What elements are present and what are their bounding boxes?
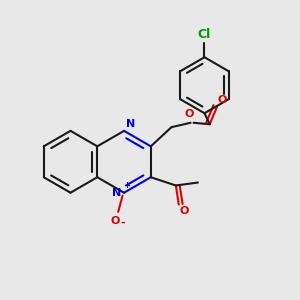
Text: -: - <box>121 218 125 228</box>
Text: N: N <box>112 188 122 198</box>
Text: +: + <box>124 181 130 190</box>
Text: N: N <box>125 119 135 129</box>
Text: O: O <box>110 216 120 226</box>
Text: O: O <box>180 206 189 216</box>
Text: O: O <box>218 95 227 105</box>
Text: Cl: Cl <box>198 28 211 41</box>
Text: O: O <box>184 109 194 119</box>
